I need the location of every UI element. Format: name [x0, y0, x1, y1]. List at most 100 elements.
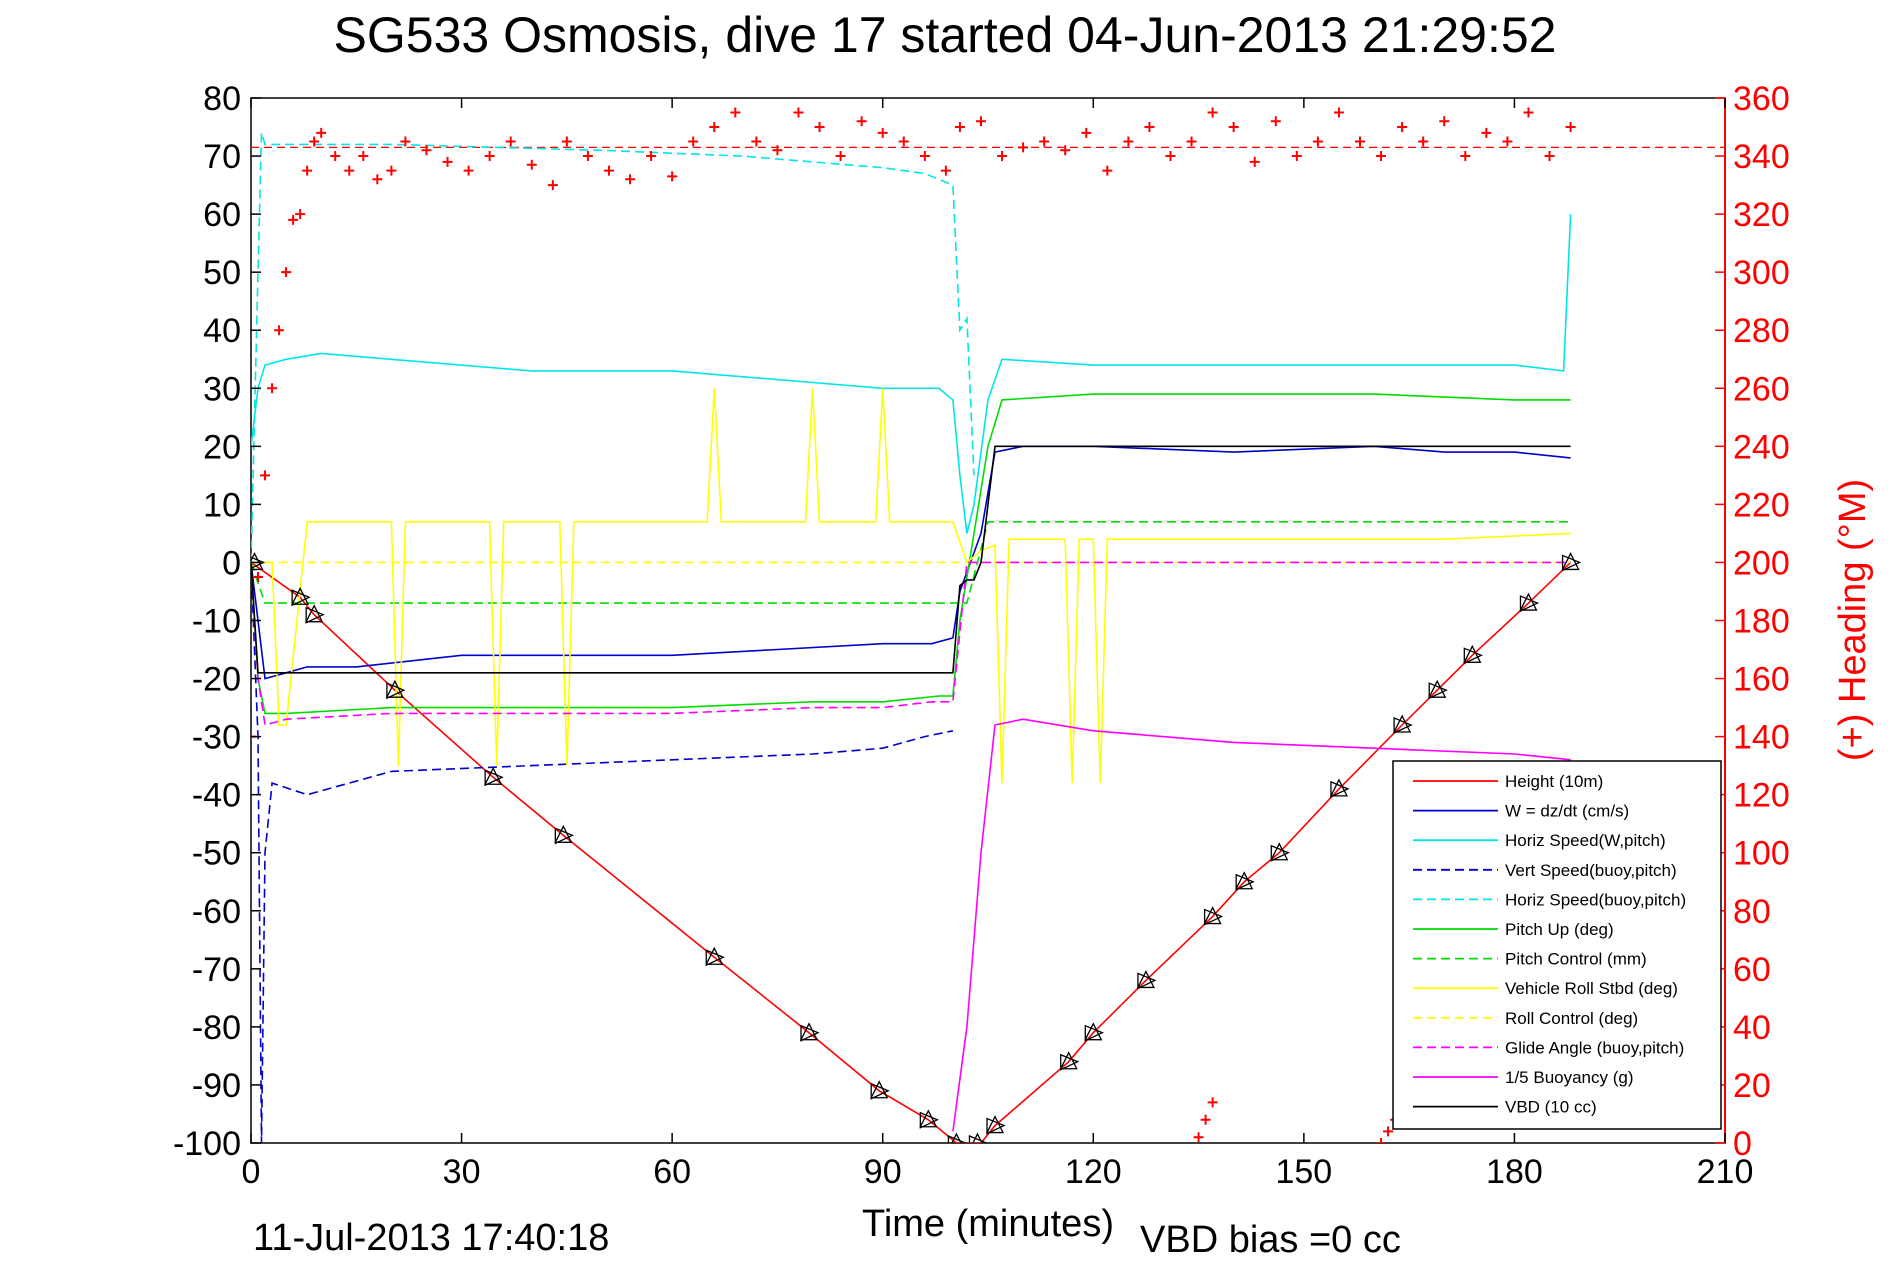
footer-vbd-bias: VBD bias =0 cc — [1140, 1219, 1401, 1261]
legend-entry-pitch-control-mm: Pitch Control (mm) — [1413, 950, 1647, 969]
right-tick-label: 340 — [1733, 138, 1790, 176]
legend-entry-vert-speed-buoy-pitch: Vert Speed(buoy,pitch) — [1413, 861, 1677, 880]
heading-point — [309, 136, 320, 147]
right-tick-label: 320 — [1733, 196, 1790, 234]
heading-point — [1376, 151, 1387, 162]
chart-title: SG533 Osmosis, dive 17 started 04-Jun-20… — [334, 7, 1557, 63]
right-tick-label: 140 — [1733, 719, 1790, 757]
heading-point — [1312, 136, 1323, 147]
y-tick-label: 50 — [203, 254, 241, 292]
heading-point — [772, 145, 783, 156]
heading-point — [1439, 116, 1450, 127]
legend-label: W = dz/dt (cm/s) — [1505, 802, 1629, 821]
heading-point — [484, 151, 495, 162]
heading-point — [1039, 136, 1050, 147]
legend-entry-roll-control-deg: Roll Control (deg) — [1413, 1009, 1638, 1028]
height-marker — [1084, 1022, 1104, 1042]
series-1-5-buoyancy-g — [952, 718, 1571, 1132]
y-tick-label: 10 — [203, 486, 241, 524]
series-w-dz-dt-cm-s — [251, 445, 1571, 680]
heading-point — [330, 151, 341, 162]
heading-point — [1018, 142, 1029, 153]
series-heading — [251, 107, 1576, 742]
heading-point — [1193, 1132, 1204, 1143]
series-heading-wrap-1 — [1193, 1097, 1218, 1143]
legend-entry-height-10m: Height (10m) — [1413, 772, 1603, 791]
legend-label: Pitch Up (deg) — [1505, 920, 1614, 939]
height-marker — [1428, 679, 1448, 700]
height-marker — [985, 1115, 1006, 1135]
heading-point — [582, 151, 593, 162]
series-horiz-speed-buoy-pitch — [251, 132, 975, 563]
right-tick-label: 60 — [1733, 951, 1771, 989]
heading-point — [358, 151, 369, 162]
heading-point — [625, 174, 636, 185]
legend-box — [1392, 760, 1722, 1130]
height-marker — [291, 586, 311, 607]
legend-label: VBD (10 cc) — [1505, 1098, 1597, 1117]
series-vehicle-roll-stbd-deg — [251, 388, 1571, 784]
y-tick-label: 40 — [203, 312, 241, 350]
x-tick-label: 150 — [1275, 1153, 1332, 1191]
heading-point — [730, 107, 741, 118]
legend-label: Glide Angle (buoy,pitch) — [1505, 1038, 1684, 1057]
height-marker — [1519, 592, 1540, 613]
heading-point — [975, 116, 986, 127]
heading-point — [442, 156, 453, 167]
heading-point — [1228, 122, 1239, 133]
heading-point — [1397, 122, 1408, 133]
y-tick-label: 70 — [203, 138, 241, 176]
right-tick-label: 240 — [1733, 428, 1790, 466]
footer-timestamp: 11-Jul-2013 17:40:18 — [253, 1217, 609, 1259]
chart-legend: Height (10m) W = dz/dt (cm/s) Horiz Speed(… — [1392, 760, 1722, 1130]
heading-point — [1060, 145, 1071, 156]
heading-point — [1249, 156, 1260, 167]
legend-label: Horiz Speed(buoy,pitch) — [1505, 890, 1686, 909]
y-tick-label: -10 — [192, 603, 241, 641]
legend-label: Vehicle Roll Stbd (deg) — [1505, 979, 1678, 998]
legend-label: 1/5 Buoyancy (g) — [1505, 1068, 1634, 1087]
heading-point — [1523, 107, 1534, 118]
heading-point — [281, 267, 292, 278]
right-tick-label: 120 — [1733, 777, 1790, 815]
y-tick-label: -60 — [192, 893, 241, 931]
heading-point — [954, 122, 965, 133]
heading-point — [267, 383, 278, 394]
heading-point — [561, 136, 572, 147]
heading-point — [1355, 136, 1366, 147]
legend-label: Height (10m) — [1505, 772, 1603, 791]
right-tick-label: 100 — [1733, 835, 1790, 873]
heading-point — [1200, 1114, 1211, 1125]
heading-point — [1418, 136, 1429, 147]
y-tick-label: 80 — [203, 80, 241, 118]
right-axis-label: (+) Heading (°M) — [1832, 479, 1874, 761]
height-marker — [870, 1080, 890, 1100]
heading-point — [919, 151, 930, 162]
height-marker — [799, 1022, 820, 1042]
heading-point — [1291, 151, 1302, 162]
heading-point — [688, 136, 699, 147]
x-tick-label: 90 — [864, 1153, 902, 1191]
heading-point — [1383, 1126, 1394, 1137]
height-marker — [968, 1132, 989, 1143]
heading-point — [1544, 151, 1555, 162]
heading-point — [253, 571, 264, 582]
height-marker — [1136, 969, 1157, 990]
heading-point — [940, 165, 951, 176]
series-vbd-10-cc — [251, 445, 1571, 674]
heading-point — [1102, 165, 1113, 176]
legend-entry-vbd-10-cc: VBD (10 cc) — [1413, 1098, 1597, 1117]
height-marker — [1393, 714, 1413, 735]
y-tick-label: -30 — [192, 719, 241, 757]
heading-point — [877, 127, 888, 138]
y-tick-label: 30 — [203, 370, 241, 408]
legend-entry-glide-angle-buoy-pitch: Glide Angle (buoy,pitch) — [1413, 1038, 1684, 1057]
heading-point — [1144, 122, 1155, 133]
legend-entry-pitch-up-deg: Pitch Up (deg) — [1413, 920, 1614, 939]
heading-point — [400, 136, 411, 147]
legend-entry-vehicle-roll-stbd-deg: Vehicle Roll Stbd (deg) — [1413, 979, 1678, 998]
y-tick-label: -50 — [192, 835, 241, 873]
heading-point — [421, 145, 432, 156]
series-horiz-speed-w-pitch — [251, 214, 1572, 534]
